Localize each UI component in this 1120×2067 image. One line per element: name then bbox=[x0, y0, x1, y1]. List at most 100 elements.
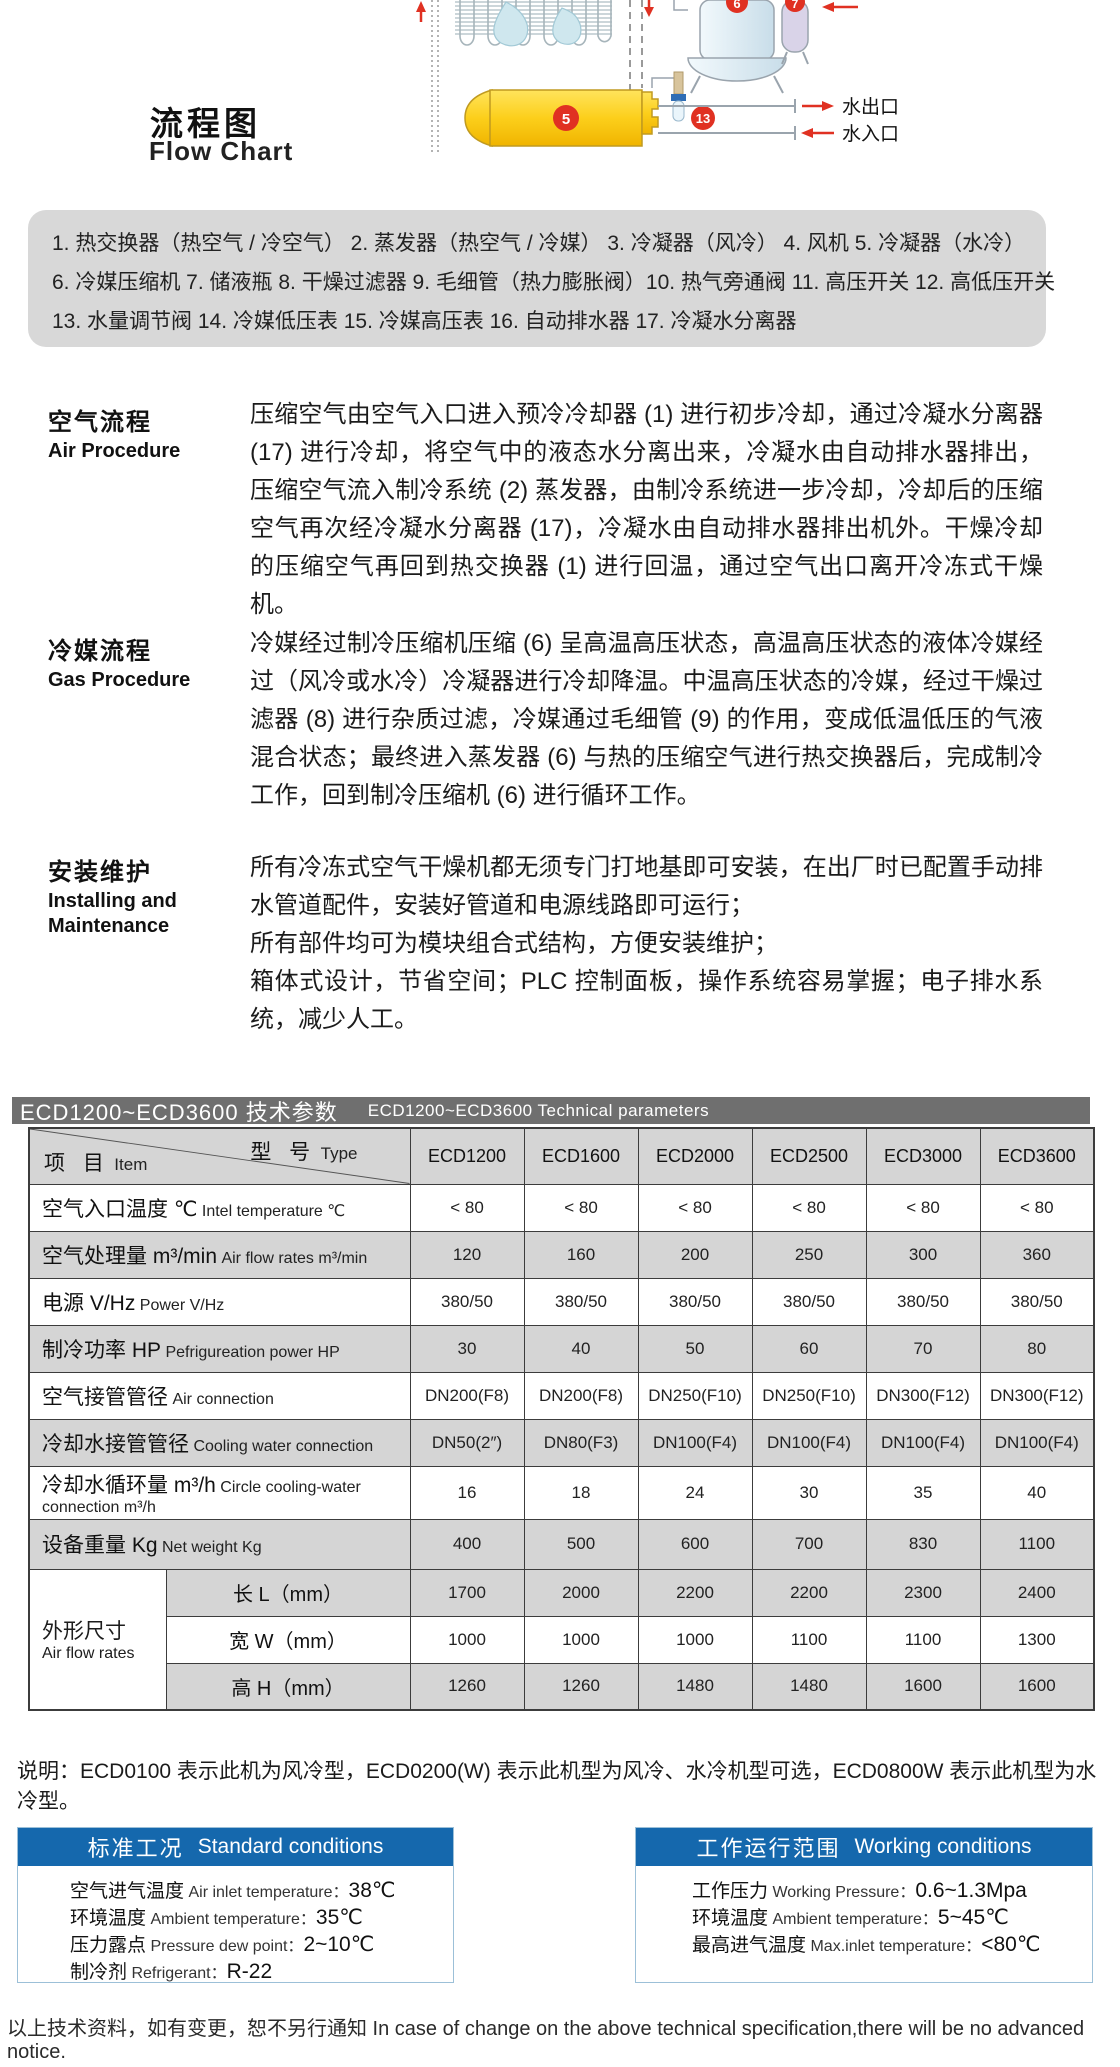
condition-item: 最高进气温度 Max.inlet temperature：<80℃ bbox=[692, 1933, 1041, 1956]
badge-7: 7 bbox=[792, 0, 799, 11]
water-drop bbox=[552, 7, 582, 45]
cell-value: DN100(F4) bbox=[865, 1418, 981, 1467]
water-valve-13: 13 bbox=[651, 71, 715, 130]
cell-value: 1480 bbox=[751, 1662, 867, 1711]
section-body-gas: 冷媒经过制冷压缩机压缩 (6) 呈高温高压状态，高温高压状态的液体冷媒经过（风冷… bbox=[250, 630, 1043, 809]
cell-value: 1260 bbox=[523, 1662, 639, 1711]
cell-value: < 80 bbox=[409, 1183, 525, 1232]
cell-value: < 80 bbox=[865, 1183, 981, 1232]
cell-value: 1100 bbox=[979, 1518, 1095, 1570]
cell-value: 2200 bbox=[637, 1568, 753, 1617]
cell-value: DN50(2″) bbox=[409, 1418, 525, 1467]
condition-item: 环境温度 Ambient temperature：35℃ bbox=[70, 1906, 363, 1929]
model-header: ECD2000 bbox=[637, 1127, 753, 1185]
cell-value: 380/50 bbox=[637, 1277, 753, 1326]
cell-value: 1000 bbox=[409, 1615, 525, 1664]
item-header: 项 目 Item bbox=[44, 1151, 148, 1175]
section-title-gas: 冷媒流程 Gas Procedure bbox=[48, 631, 253, 693]
box-title: 标准工况 Standard conditions bbox=[18, 1828, 453, 1866]
cell-value: DN250(F10) bbox=[637, 1371, 753, 1420]
box-body: 空气进气温度 Air inlet temperature：38℃ 环境温度 Am… bbox=[18, 1866, 453, 1986]
cell-value: 2200 bbox=[751, 1568, 867, 1617]
tech-parameters-table: 型 号 Type 项 目 Item ECD1200 ECD1600 ECD200… bbox=[28, 1127, 1095, 1711]
water-inlet-label: 水入口 bbox=[842, 123, 899, 145]
cell-value: 1300 bbox=[979, 1615, 1095, 1664]
cell-value: 80 bbox=[979, 1324, 1095, 1373]
cell-value: 2300 bbox=[865, 1568, 981, 1617]
cell-value: 600 bbox=[637, 1518, 753, 1570]
legend-line-3: 13. 水量调节阀 14. 冷媒低压表 15. 冷媒高压表 16. 自动排水器 … bbox=[52, 310, 797, 333]
install-paragraph: 所有冷冻式空气干燥机都无须专门打地基即可安装，在出厂时已配置手动排水管道配件，安… bbox=[250, 854, 1043, 919]
cell-value: DN100(F4) bbox=[979, 1418, 1095, 1467]
cell-value: 50 bbox=[637, 1324, 753, 1373]
item-type-header-cell: 型 号 Type 项 目 Item bbox=[28, 1127, 411, 1185]
air-supply-line bbox=[629, 0, 654, 90]
section-title-en: Installing and Maintenance bbox=[48, 890, 177, 937]
legend-box: 1. 热交换器（热空气 / 冷空气） 2. 蒸发器（热空气 / 冷媒） 3. 冷… bbox=[28, 210, 1056, 347]
cell-value: 1480 bbox=[637, 1662, 753, 1711]
model-header: ECD2500 bbox=[751, 1127, 867, 1185]
table-row: 制冷功率 HP Pefrigureation power HP 30 40 50… bbox=[28, 1324, 1095, 1373]
table-title-cn: ECD1200~ECD3600 技术参数 bbox=[20, 1099, 338, 1125]
table-row: 冷却水接管管径 Cooling water connection DN50(2″… bbox=[28, 1418, 1095, 1467]
water-lines: 水出口 水入口 bbox=[658, 96, 899, 145]
row-label: 设备重量 Kg Net weight Kg bbox=[28, 1518, 411, 1570]
cell-value: 35 bbox=[865, 1465, 981, 1520]
cell-value: 380/50 bbox=[409, 1277, 525, 1326]
table-title-bar: ECD1200~ECD3600 技术参数 ECD1200~ECD3600 Tec… bbox=[12, 1097, 1090, 1125]
cell-value: 1600 bbox=[865, 1662, 981, 1711]
cell-value: 200 bbox=[637, 1230, 753, 1279]
cell-value: 2000 bbox=[523, 1568, 639, 1617]
dimension-label: 高 H（mm） bbox=[165, 1662, 411, 1711]
table-row: 电源 V/Hz Power V/Hz 380/50 380/50 380/50 … bbox=[28, 1277, 1095, 1326]
table-container: 型 号 Type 项 目 Item ECD1200 ECD1600 ECD200… bbox=[28, 1127, 1095, 1711]
footer-note: 以上技术资料，如有变更，恕不另行通知 In case of change on … bbox=[7, 2018, 1085, 2063]
row-label: 电源 V/Hz Power V/Hz bbox=[28, 1277, 411, 1326]
cell-value: DN80(F3) bbox=[523, 1418, 639, 1467]
table-row: 空气入口温度 ℃ Intel temperature ℃ < 80 < 80 <… bbox=[28, 1183, 1095, 1232]
badge-5: 5 bbox=[562, 111, 570, 128]
badge-6: 6 bbox=[733, 0, 740, 11]
cell-value: 380/50 bbox=[523, 1277, 639, 1326]
standard-conditions-box: 标准工况 Standard conditions 空气进气温度 Air inle… bbox=[17, 1827, 454, 1983]
cell-value: 70 bbox=[865, 1324, 981, 1373]
cell-value: 700 bbox=[751, 1518, 867, 1570]
row-label: 空气接管管径 Air connection bbox=[28, 1371, 411, 1420]
table-header-row: 型 号 Type 项 目 Item ECD1200 ECD1600 ECD200… bbox=[28, 1127, 1095, 1185]
condition-item: 环境温度 Ambient temperature：5~45℃ bbox=[692, 1906, 1009, 1929]
cell-value: DN250(F10) bbox=[751, 1371, 867, 1420]
cell-value: 250 bbox=[751, 1230, 867, 1279]
cell-value: 40 bbox=[523, 1324, 639, 1373]
model-header: ECD3000 bbox=[865, 1127, 981, 1185]
table-row-dimension: 宽 W（mm） 1000 1000 1000 1100 1100 1300 bbox=[29, 1615, 1095, 1664]
cell-value: 1000 bbox=[523, 1615, 639, 1664]
section-title-en: Air Procedure bbox=[48, 440, 181, 462]
row-label: 冷却水循环量 m³/h Circle cooling-water connect… bbox=[28, 1465, 411, 1520]
cell-value: 18 bbox=[523, 1465, 639, 1520]
condition-item: 制冷剂 Refrigerant：R-22 bbox=[70, 1960, 273, 1983]
cell-value: 1700 bbox=[409, 1568, 525, 1617]
model-header: ECD1600 bbox=[523, 1127, 639, 1185]
install-paragraph: 箱体式设计，节省空间；PLC 控制面板，操作系统容易掌握；电子排水系统，减少人工… bbox=[250, 968, 1043, 1033]
cell-value: 1600 bbox=[979, 1662, 1095, 1711]
row-label: 空气入口温度 ℃ Intel temperature ℃ bbox=[28, 1183, 411, 1232]
flow-chart-diagram: 6 7 5 13 bbox=[416, 0, 899, 152]
cell-value: DN100(F4) bbox=[637, 1418, 753, 1467]
legend-line-2: 6. 冷媒压缩机 7. 储液瓶 8. 干燥过滤器 9. 毛细管（热力膨胀阀）10… bbox=[52, 271, 1056, 294]
section-title-cn: 安装维护 bbox=[48, 859, 152, 886]
cell-value: 160 bbox=[523, 1230, 639, 1279]
cell-value: DN200(F8) bbox=[523, 1371, 639, 1420]
heat-exchanger-coil bbox=[455, 0, 612, 47]
section-title-cn: 空气流程 bbox=[48, 409, 152, 436]
cell-value: 500 bbox=[523, 1518, 639, 1570]
condition-item: 压力露点 Pressure dew point：2~10℃ bbox=[70, 1933, 375, 1956]
section-body-install: 所有冷冻式空气干燥机都无须专门打地基即可安装，在出厂时已配置手动排水管道配件，安… bbox=[250, 849, 1043, 1039]
cell-value: 60 bbox=[751, 1324, 867, 1373]
section-title-en: Gas Procedure bbox=[48, 669, 191, 691]
section-title-air: 空气流程 Air Procedure bbox=[48, 402, 253, 464]
cell-value: 120 bbox=[409, 1230, 525, 1279]
model-header: ECD3600 bbox=[979, 1127, 1095, 1185]
cell-value: 300 bbox=[865, 1230, 981, 1279]
dimension-label: 宽 W（mm） bbox=[165, 1615, 411, 1664]
compressor-vessel-6: 6 bbox=[673, 0, 787, 94]
